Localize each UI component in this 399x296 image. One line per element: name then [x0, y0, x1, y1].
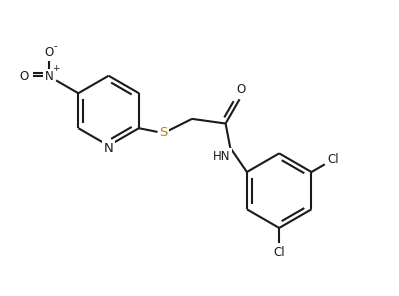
Text: S: S	[159, 126, 167, 139]
Text: -: -	[53, 41, 57, 52]
Text: Cl: Cl	[327, 153, 339, 166]
Text: Cl: Cl	[273, 246, 285, 259]
Text: O: O	[44, 46, 53, 59]
Text: O: O	[236, 83, 246, 96]
Text: O: O	[19, 70, 28, 83]
Text: +: +	[51, 64, 59, 73]
Text: N: N	[44, 70, 53, 83]
Text: HN: HN	[213, 150, 231, 163]
Text: N: N	[104, 141, 113, 155]
